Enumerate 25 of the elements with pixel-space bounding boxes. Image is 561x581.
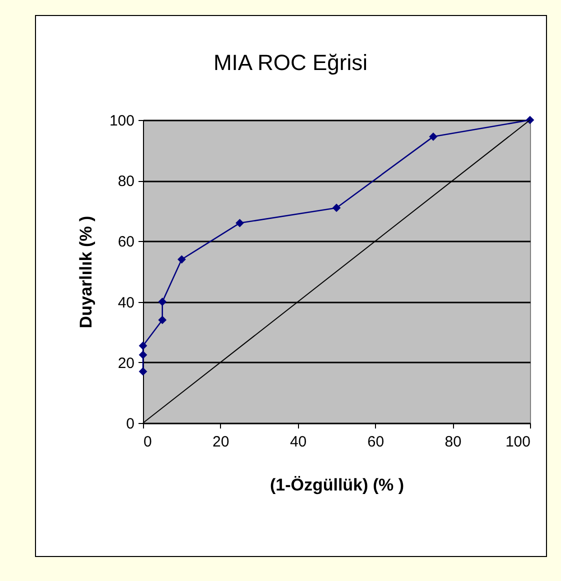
x-tick-label: 60 [367,434,384,450]
y-tick-label: 20 [118,354,134,372]
y-tick-label: 0 [126,416,134,432]
y-axis-title: Duyarlılık (% ) [76,216,96,328]
y-tick-label: 100 [109,112,134,130]
y-tick-label: 60 [118,234,134,251]
x-tick-label: 100 [505,434,530,450]
y-tick-label: 40 [118,294,134,312]
y-tick-label: 80 [118,173,134,190]
point [178,255,186,264]
x-tick-label: 80 [444,434,462,450]
point [158,316,167,324]
point [138,367,148,376]
x-axis-title: (1-Özgüllük) (% ) [270,476,404,494]
point [236,218,244,228]
point [526,116,534,124]
point [158,298,167,306]
point [138,350,148,360]
chart-title: MIA ROC Eğrisi [213,50,368,75]
point [332,204,341,212]
point [138,342,148,350]
point [429,132,438,141]
x-tick-label: 40 [290,434,307,450]
x-tick-label: 0 [144,434,152,450]
x-tick-label: 20 [212,434,230,450]
